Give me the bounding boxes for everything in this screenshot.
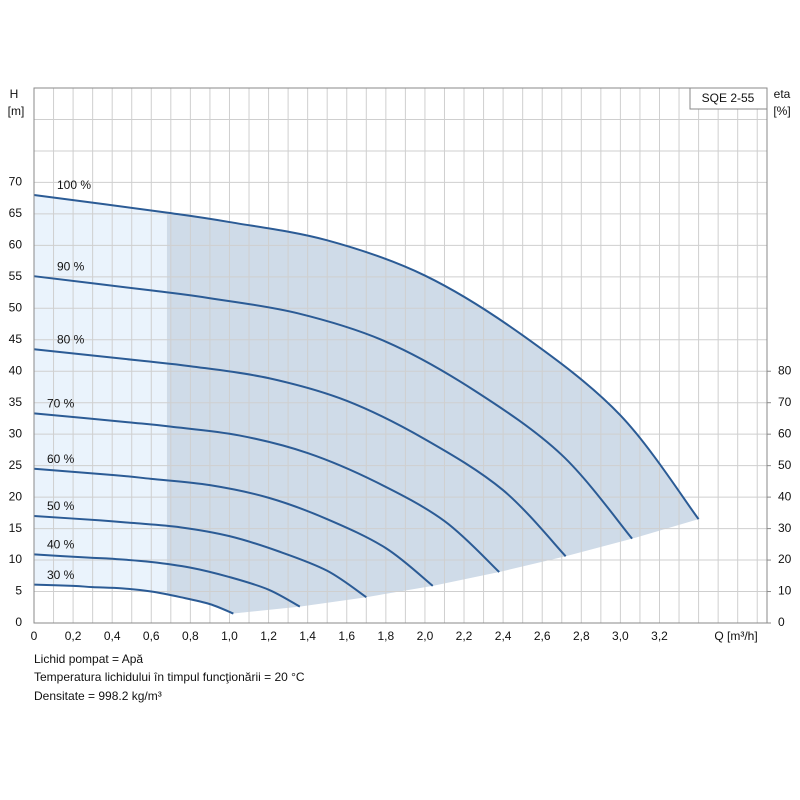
y-tick-label: 0 [15, 615, 22, 629]
x-tick-label: 0,8 [182, 629, 199, 643]
y-tick-label: 40 [9, 363, 23, 377]
y2-tick-label: 80 [778, 363, 792, 377]
y-tick-label: 30 [9, 426, 23, 440]
x-axis-label: Q [m³/h] [714, 629, 757, 643]
y2-tick-label: 30 [778, 521, 792, 535]
x-tick-label: 2,2 [456, 629, 473, 643]
x-tick-label: 1,8 [377, 629, 394, 643]
curve-layer [33, 194, 700, 615]
y-tick-label: 25 [9, 458, 23, 472]
x-tick-label: 2,0 [417, 629, 434, 643]
y-tick-label: 45 [9, 332, 23, 346]
pump-curve [33, 275, 633, 540]
x-tick-label: 2,6 [534, 629, 551, 643]
x-tick-label: 1,0 [221, 629, 238, 643]
y2-tick-label: 60 [778, 426, 792, 440]
y2-tick-label: 0 [778, 615, 785, 629]
note: Densitate = 998.2 kg/m³ [34, 689, 162, 703]
y2-tick-label: 40 [778, 489, 792, 503]
note: Temperatura lichidului în timpul funcţio… [34, 670, 305, 684]
low-flow-area [34, 195, 167, 595]
y-axis-label: H [10, 87, 19, 101]
pump-curve [33, 348, 567, 557]
model-label: SQE 2-55 [702, 91, 755, 105]
curve-label: 40 % [47, 538, 75, 552]
y-tick-label: 65 [9, 206, 23, 220]
pump-curve [33, 515, 367, 599]
y-tick-label: 70 [9, 175, 23, 189]
y-tick-label: 20 [9, 489, 23, 503]
curve-label: 60 % [47, 452, 75, 466]
pump-curve [33, 194, 700, 520]
curve-label: 70 % [47, 397, 75, 411]
y2-tick-label: 70 [778, 395, 792, 409]
x-tick-label: 1,6 [338, 629, 355, 643]
y-tick-label: 50 [9, 300, 23, 314]
curve-label: 100 % [57, 178, 91, 192]
pump-curve [33, 412, 500, 573]
pump-curve [33, 583, 234, 615]
y-tick-label: 15 [9, 521, 23, 535]
grid-layer [33, 88, 767, 624]
y2-tick-label: 20 [778, 552, 792, 566]
plot-frame [33, 87, 768, 624]
y-tick-label: 55 [9, 269, 23, 283]
note: Lichid pompat = Apă [34, 652, 143, 666]
y2-axis-label: eta [774, 87, 791, 101]
curve-label: 50 % [47, 499, 75, 513]
y-axis-unit: [m] [8, 104, 25, 118]
x-tick-label: 1,4 [299, 629, 316, 643]
x-tick-label: 3,2 [651, 629, 668, 643]
x-tick-label: 0 [31, 629, 38, 643]
y-tick-label: 5 [15, 584, 22, 598]
x-tick-label: 0,2 [65, 629, 82, 643]
curve-label: 30 % [47, 568, 75, 582]
x-tick-label: 0,4 [104, 629, 121, 643]
y2-axis-unit: [%] [773, 104, 790, 118]
curve-label: 80 % [57, 332, 85, 346]
model-box [689, 87, 768, 110]
pump-curve [33, 467, 434, 587]
x-tick-label: 1,2 [260, 629, 277, 643]
x-tick-label: 0,6 [143, 629, 160, 643]
x-tick-label: 2,4 [495, 629, 512, 643]
x-tick-label: 2,8 [573, 629, 590, 643]
y-tick-label: 10 [9, 552, 23, 566]
pump-curve [33, 553, 301, 608]
y2-tick-label: 50 [778, 458, 792, 472]
x-tick-label: 3,0 [612, 629, 629, 643]
curve-label: 90 % [57, 259, 85, 273]
y2-tick-label: 10 [778, 584, 792, 598]
y-tick-label: 60 [9, 238, 23, 252]
y-tick-label: 35 [9, 395, 23, 409]
